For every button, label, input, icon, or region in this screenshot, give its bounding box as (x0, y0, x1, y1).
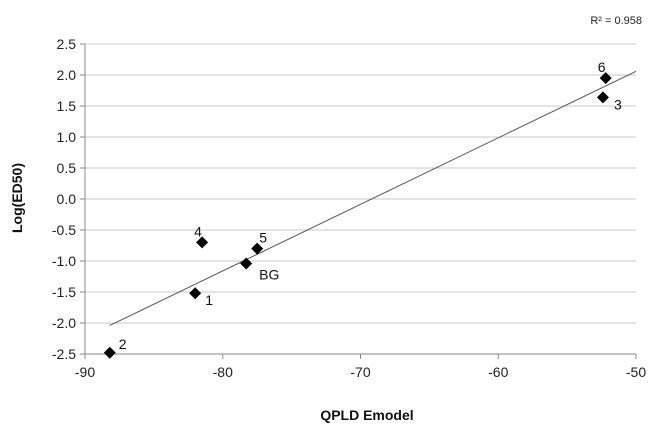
x-tick-label: -90 (75, 364, 95, 380)
point-labels: 1 2 3 4 5 6 BG (119, 59, 622, 352)
x-tick-label: -70 (350, 364, 370, 380)
y-tick-label: 1.5 (57, 98, 77, 114)
grid-lines (85, 43, 636, 324)
data-point-label: 1 (205, 292, 213, 308)
y-tick-label: 0.0 (57, 191, 77, 207)
x-tick-labels: -90 -80 -70 -60 -50 (75, 364, 646, 380)
data-point-marker (240, 257, 253, 270)
data-point-label: 6 (598, 59, 606, 75)
x-tick-label: -60 (488, 364, 508, 380)
y-tick-label: -0.5 (52, 222, 76, 238)
y-tick-label: -2.5 (52, 346, 76, 362)
data-point-marker (596, 91, 609, 104)
data-point-marker (189, 287, 202, 300)
x-tick-label: -50 (626, 364, 646, 380)
y-tick-label: 2.5 (57, 36, 77, 52)
r-squared-label: R² = 0.958 (590, 15, 642, 27)
trendline-group (109, 70, 637, 326)
y-tick-label: 1.0 (57, 129, 77, 145)
data-point-label: BG (259, 266, 279, 282)
trendline (109, 70, 637, 326)
y-tick-label: 2.0 (57, 67, 77, 83)
y-tick-label: -1.0 (52, 253, 76, 269)
data-point-marker (599, 72, 612, 85)
axes (80, 43, 637, 359)
y-tick-label: -1.5 (52, 284, 76, 300)
x-tick-label: -80 (213, 364, 233, 380)
data-point-label: 2 (119, 336, 127, 352)
y-tick-label: 0.5 (57, 160, 77, 176)
data-point-marker (251, 242, 264, 255)
y-axis-title: Log(ED50) (9, 163, 25, 233)
data-point-marker (103, 346, 116, 359)
data-point-marker (196, 236, 209, 249)
data-point-label: 4 (194, 223, 202, 239)
data-points (103, 72, 612, 359)
y-tick-label: -2.0 (52, 315, 76, 331)
x-axis-title: QPLD Emodel (320, 407, 413, 423)
data-point-label: 5 (259, 230, 267, 246)
data-point-label: 3 (614, 96, 622, 112)
y-tick-labels: 2.5 2.0 1.5 1.0 0.5 0.0 -0.5 -1.0 -1.5 -2.0 -2.5 (52, 36, 76, 362)
